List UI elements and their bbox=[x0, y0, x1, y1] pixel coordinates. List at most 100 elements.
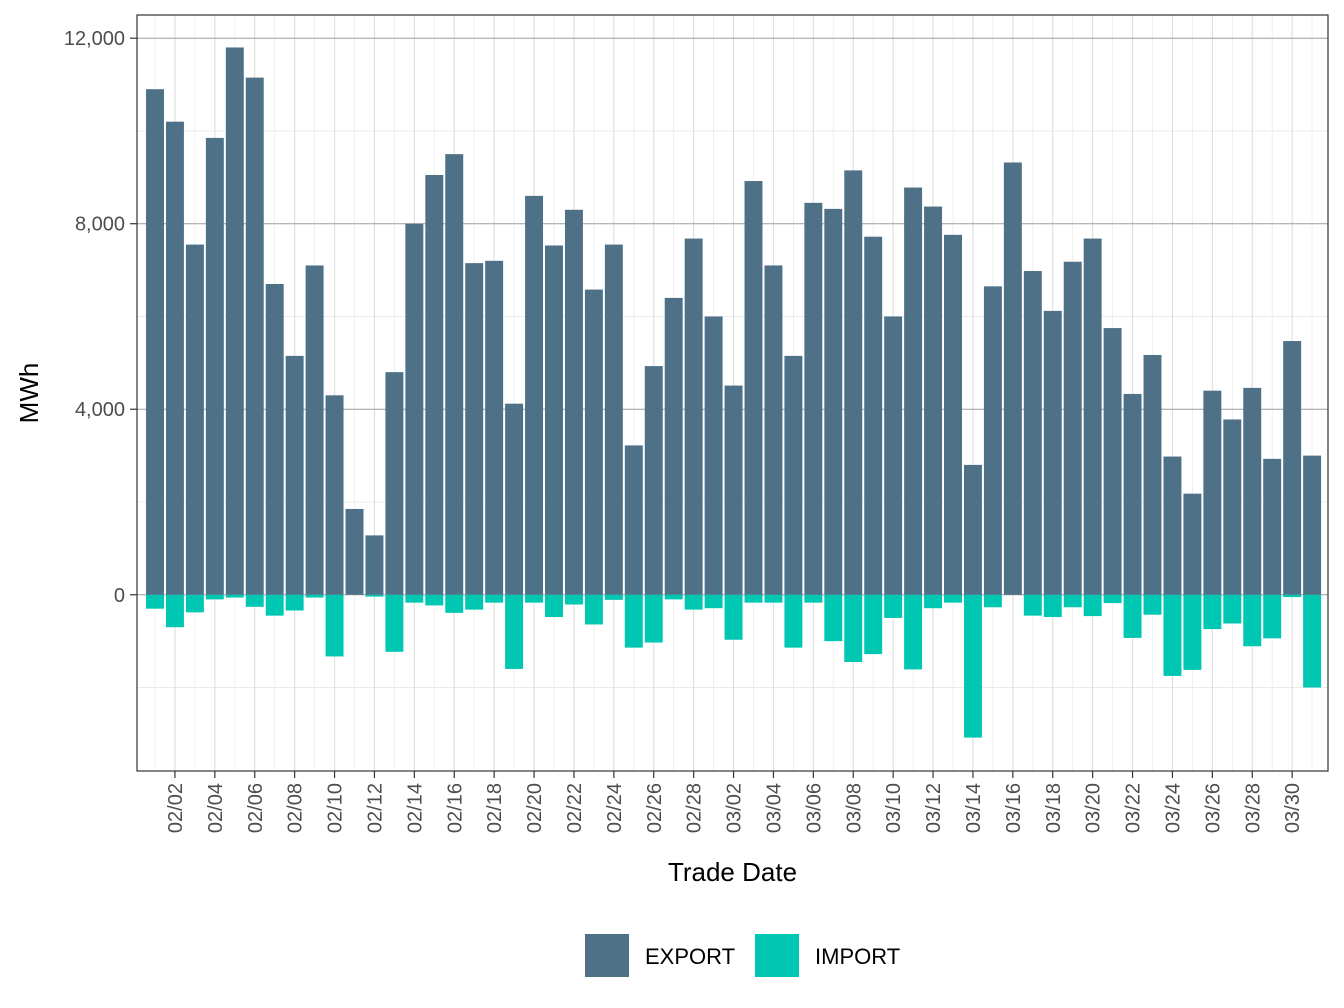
export-bar-02-17 bbox=[465, 263, 484, 595]
import-bar-02-26 bbox=[644, 594, 663, 643]
export-bar-03-04 bbox=[764, 265, 783, 595]
import-bar-02-18 bbox=[485, 594, 504, 603]
import-bar-03-12 bbox=[924, 594, 943, 609]
export-bar-02-28 bbox=[684, 238, 703, 595]
import-bar-03-26 bbox=[1203, 594, 1222, 630]
export-bar-03-29 bbox=[1263, 458, 1282, 595]
y-tick-label: 0 bbox=[114, 585, 125, 607]
import-bar-02-10 bbox=[325, 594, 344, 657]
export-bar-03-16 bbox=[1003, 162, 1022, 595]
export-bar-03-05 bbox=[784, 355, 803, 595]
import-bar-02-17 bbox=[465, 594, 484, 610]
export-bar-02-07 bbox=[265, 284, 284, 595]
x-tick-label: 03/06 bbox=[803, 783, 825, 833]
import-bar-03-30 bbox=[1283, 594, 1302, 598]
import-bar-03-29 bbox=[1263, 594, 1282, 639]
import-bar-03-19 bbox=[1063, 594, 1082, 608]
y-tick-label: 4,000 bbox=[75, 399, 125, 421]
import-bar-03-24 bbox=[1163, 594, 1182, 676]
x-tick-label: 03/14 bbox=[963, 783, 985, 833]
import-bar-03-03 bbox=[744, 594, 763, 603]
export-bar-03-08 bbox=[844, 170, 863, 595]
import-bar-03-25 bbox=[1183, 594, 1202, 670]
import-bar-02-06 bbox=[245, 594, 264, 607]
x-tick-label: 02/28 bbox=[684, 783, 706, 833]
export-bar-03-19 bbox=[1063, 261, 1082, 595]
export-bar-03-24 bbox=[1163, 456, 1182, 595]
import-bar-02-09 bbox=[305, 594, 324, 598]
export-bar-03-22 bbox=[1123, 393, 1142, 595]
x-tick-label: 02/20 bbox=[524, 783, 546, 833]
import-bar-02-16 bbox=[445, 594, 464, 613]
import-bar-03-27 bbox=[1223, 594, 1242, 624]
import-bar-03-11 bbox=[904, 594, 923, 670]
x-tick-label: 03/28 bbox=[1242, 783, 1264, 833]
x-tick-label: 03/10 bbox=[883, 783, 905, 833]
import-bar-03-01 bbox=[704, 594, 723, 609]
export-bar-02-22 bbox=[564, 209, 583, 595]
import-bar-02-19 bbox=[505, 594, 524, 669]
x-tick-label: 02/14 bbox=[404, 783, 426, 833]
export-bar-02-16 bbox=[445, 154, 464, 595]
import-bar-02-21 bbox=[545, 594, 563, 618]
export-bar-02-09 bbox=[305, 265, 324, 595]
x-tick-label: 03/04 bbox=[763, 783, 785, 833]
export-bar-03-27 bbox=[1223, 419, 1242, 595]
import-bar-02-22 bbox=[564, 594, 583, 605]
x-tick-label: 03/22 bbox=[1123, 783, 1145, 833]
import-bar-03-04 bbox=[764, 594, 783, 603]
y-axis: 0 4,000 8,000 12,000 bbox=[64, 28, 137, 607]
import-bar-02-13 bbox=[385, 594, 404, 652]
export-bar-02-26 bbox=[644, 366, 663, 595]
x-tick-label: 02/10 bbox=[325, 783, 347, 833]
export-bar-03-31 bbox=[1303, 455, 1322, 595]
export-bar-03-06 bbox=[804, 202, 823, 595]
import-bar-02-08 bbox=[285, 594, 304, 611]
export-bar-03-07 bbox=[824, 208, 843, 595]
import-bar-03-09 bbox=[864, 594, 883, 655]
import-bar-02-14 bbox=[405, 594, 424, 603]
x-tick-label: 02/12 bbox=[364, 783, 386, 833]
import-bar-03-20 bbox=[1083, 594, 1102, 617]
export-bar-03-02 bbox=[724, 385, 743, 595]
export-bar-02-18 bbox=[485, 260, 504, 595]
x-tick-label: 03/16 bbox=[1003, 783, 1025, 833]
import-bar-03-28 bbox=[1243, 594, 1262, 647]
x-tick-label: 02/24 bbox=[604, 783, 626, 833]
export-bar-03-12 bbox=[924, 206, 943, 595]
export-bar-02-15 bbox=[425, 175, 444, 595]
import-bar-03-02 bbox=[724, 594, 743, 640]
export-bar-02-14 bbox=[405, 223, 424, 595]
legend-label-export: EXPORT bbox=[645, 944, 735, 969]
x-tick-label: 02/18 bbox=[484, 783, 506, 833]
import-bar-03-21 bbox=[1103, 594, 1122, 604]
import-bar-03-17 bbox=[1023, 594, 1042, 616]
export-bar-03-09 bbox=[864, 236, 883, 595]
import-bar-02-24 bbox=[604, 594, 623, 600]
export-bar-03-11 bbox=[904, 187, 923, 595]
import-bar-03-18 bbox=[1043, 594, 1062, 618]
legend-label-import: IMPORT bbox=[815, 944, 900, 969]
import-bar-02-05 bbox=[225, 594, 244, 598]
import-bar-03-10 bbox=[884, 594, 903, 618]
export-bar-02-21 bbox=[545, 245, 563, 595]
export-bar-03-01 bbox=[704, 316, 723, 595]
export-bar-03-30 bbox=[1283, 341, 1302, 595]
export-bar-02-27 bbox=[664, 297, 683, 595]
y-tick-label: 12,000 bbox=[64, 28, 125, 50]
import-bar-03-06 bbox=[804, 594, 823, 603]
import-bar-03-05 bbox=[784, 594, 803, 648]
export-bar-02-04 bbox=[205, 137, 224, 595]
x-tick-label: 02/04 bbox=[205, 783, 227, 833]
export-bar-02-25 bbox=[624, 445, 643, 595]
x-tick-label: 03/26 bbox=[1202, 783, 1224, 833]
x-axis: 02/02 02/04 02/06 02/08 02/10 02/12 02/14 02/16… bbox=[165, 771, 1304, 833]
import-bar-02-23 bbox=[584, 594, 603, 625]
legend-key-export bbox=[585, 934, 629, 977]
x-tick-label: 02/02 bbox=[165, 783, 187, 833]
x-tick-label: 02/08 bbox=[285, 783, 307, 833]
import-bar-03-08 bbox=[844, 594, 863, 663]
export-bar-02-08 bbox=[285, 355, 304, 595]
x-tick-label: 03/20 bbox=[1083, 783, 1105, 833]
